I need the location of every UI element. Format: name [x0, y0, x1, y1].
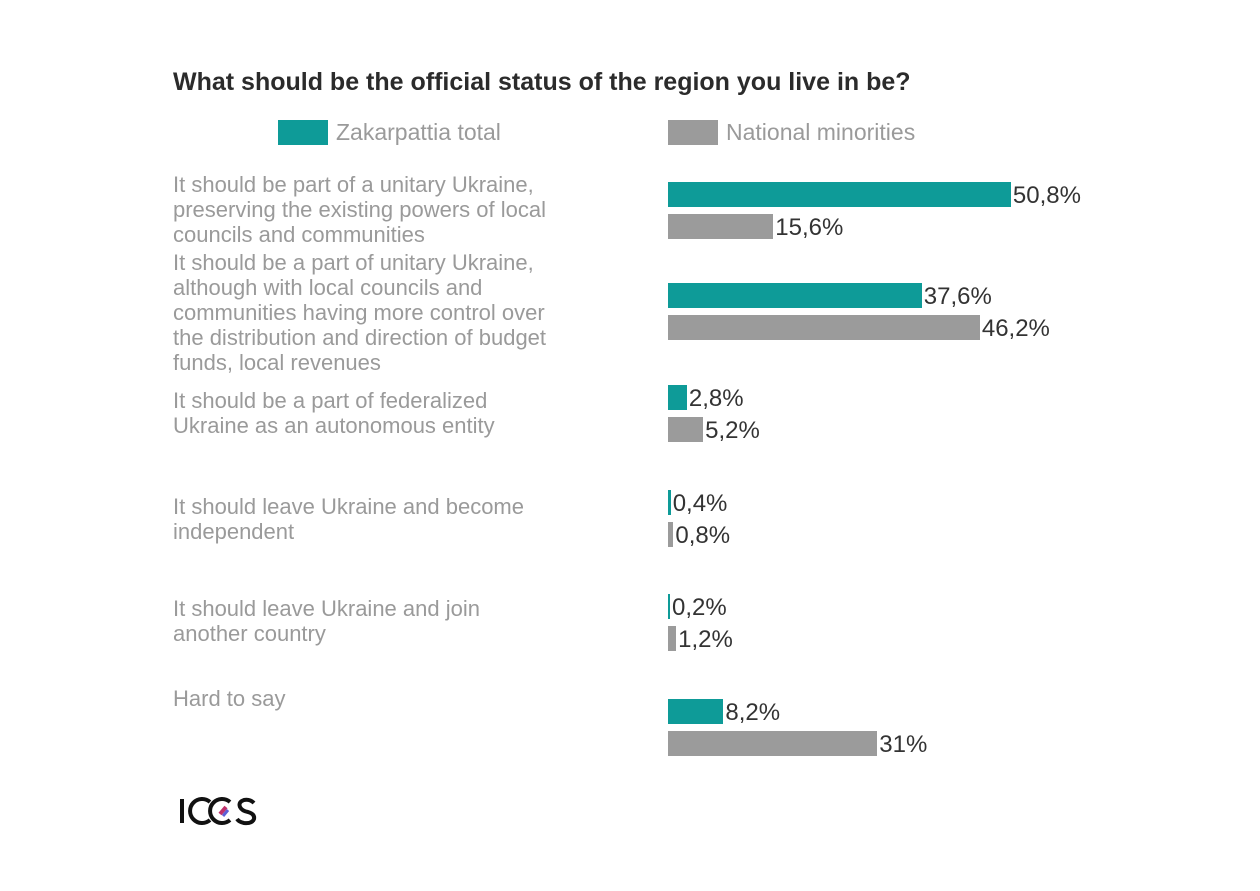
bar-minorities — [668, 214, 774, 239]
category-label: It should leave Ukraine and become indep… — [173, 494, 524, 544]
category-label: It should leave Ukraine and join another… — [173, 596, 480, 646]
data-label: 37,6% — [923, 283, 992, 310]
category-label: It should be a part of federalized Ukrai… — [173, 388, 495, 438]
bar-zakarpattia — [668, 594, 670, 619]
data-label: 0,4% — [672, 490, 728, 517]
data-label: 0,8% — [675, 522, 731, 549]
data-label: 31% — [879, 731, 928, 758]
legend-label-zakarpattia: Zakarpattia total — [336, 119, 501, 145]
bar-zakarpattia — [668, 283, 922, 308]
data-label: 50,8% — [1012, 182, 1081, 209]
category-label: It should be part of a unitary Ukraine, … — [173, 172, 546, 247]
legend-swatch-zakarpattia — [278, 120, 328, 145]
bar-zakarpattia — [668, 490, 671, 515]
data-label: 15,6% — [775, 214, 844, 241]
data-label: 46,2% — [981, 315, 1050, 342]
category-label: It should be a part of unitary Ukraine, … — [173, 250, 547, 375]
data-label: 1,2% — [678, 626, 733, 653]
chart-title: What should be the official status of th… — [173, 68, 911, 96]
data-label: 8,2% — [725, 699, 781, 726]
bar-zakarpattia — [668, 182, 1011, 207]
iccs-logo — [180, 797, 257, 826]
bar-minorities — [668, 315, 980, 340]
bar-minorities — [668, 626, 677, 651]
bar-minorities — [668, 522, 674, 547]
category-label: Hard to say — [173, 686, 286, 711]
bar-zakarpattia — [668, 699, 724, 724]
data-label: 2,8% — [688, 385, 744, 412]
bar-minorities — [668, 731, 878, 756]
legend-swatch-minorities — [668, 120, 718, 145]
data-label: 5,2% — [705, 417, 760, 444]
data-label: 0,2% — [672, 594, 727, 621]
bar-minorities — [668, 417, 704, 442]
bar-zakarpattia — [668, 385, 687, 410]
legend-label-minorities: National minorities — [726, 119, 916, 145]
